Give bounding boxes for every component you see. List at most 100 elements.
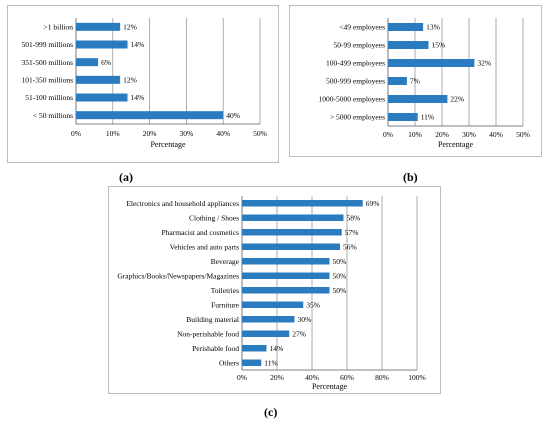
data-label-b: 15% xyxy=(432,41,446,50)
data-label-c: 50% xyxy=(333,257,347,266)
x-tick-label-c: 80% xyxy=(375,373,389,382)
chart-a: 0% 10% 20% 30% 40% 50% >1 billion 12% 501-999 mi… xyxy=(22,18,267,149)
category-label-b: 50-99 employees xyxy=(334,41,386,50)
bar-a xyxy=(76,111,224,120)
data-label-a: 12% xyxy=(123,22,137,31)
bar-a xyxy=(76,40,128,49)
x-axis-title-b: Percentage xyxy=(438,140,474,149)
x-tick-label-c: 20% xyxy=(270,373,284,382)
bar-c xyxy=(242,301,304,308)
category-label-b: > 5000 employees xyxy=(330,113,385,122)
data-label-b: 11% xyxy=(421,113,434,122)
category-label-c: Toiletries xyxy=(211,286,239,295)
bar-b xyxy=(388,95,448,103)
category-label-a: 51-100 millions xyxy=(25,93,73,102)
bar-c xyxy=(242,200,363,207)
category-label-c: Non-perishable food xyxy=(177,329,239,338)
bar-c xyxy=(242,359,262,366)
x-tick-label-a: 30% xyxy=(180,129,194,138)
data-label-c: 69% xyxy=(366,199,380,208)
category-label-a: < 50 millions xyxy=(33,111,73,120)
x-tick-label-a: 0% xyxy=(71,129,81,138)
category-label-b: <49 employees xyxy=(339,23,385,32)
x-tick-label-b: 40% xyxy=(489,130,503,139)
data-label-c: 35% xyxy=(306,300,320,309)
bar-c xyxy=(242,272,330,279)
data-label-b: 32% xyxy=(477,59,491,68)
x-tick-label-a: 50% xyxy=(253,129,267,138)
x-tick-label-b: 20% xyxy=(435,130,449,139)
data-label-a: 40% xyxy=(226,111,240,120)
x-tick-label-b: 30% xyxy=(462,130,476,139)
bar-c xyxy=(242,330,290,337)
data-label-c: 57% xyxy=(345,228,359,237)
category-label-c: Clothing / Shoes xyxy=(189,213,239,222)
bar-c xyxy=(242,214,344,221)
data-label-b: 22% xyxy=(450,95,464,104)
figure-label-a: (a) xyxy=(119,170,133,184)
bar-c xyxy=(242,345,267,352)
category-label-c: Pharmacist and cosmetics xyxy=(162,228,240,237)
data-label-b: 7% xyxy=(410,77,420,86)
x-tick-label-b: 10% xyxy=(408,130,422,139)
data-label-c: 14% xyxy=(270,344,284,353)
category-label-a: 501-999 millions xyxy=(22,40,74,49)
data-label-c: 50% xyxy=(333,286,347,295)
chart-panel-a: 0% 10% 20% 30% 40% 50% >1 billion 12% 501-999 mi… xyxy=(7,5,279,163)
x-tick-label-b: 50% xyxy=(516,130,530,139)
chart-c: 0% 20% 40% 60% 80% 100% Electronics and househ… xyxy=(117,196,426,391)
category-label-a: 101-350 millions xyxy=(22,75,74,84)
category-label-c: Others xyxy=(219,358,239,367)
bar-a xyxy=(76,75,121,84)
data-label-c: 58% xyxy=(347,213,361,222)
data-label-b: 13% xyxy=(426,23,440,32)
bar-a xyxy=(76,93,128,102)
data-label-a: 14% xyxy=(131,40,145,49)
data-label-a: 14% xyxy=(131,93,145,102)
category-label-b: 100-499 employees xyxy=(326,59,385,68)
x-tick-label-c: 60% xyxy=(340,373,354,382)
category-label-c: Beverage xyxy=(211,257,240,266)
data-label-c: 50% xyxy=(333,271,347,280)
figure-label-c: (c) xyxy=(264,405,278,419)
x-tick-label-a: 20% xyxy=(143,129,157,138)
category-label-b: 1000-5000 employees xyxy=(319,95,386,104)
x-axis-title-a: Percentage xyxy=(150,140,186,149)
data-label-c: 11% xyxy=(264,358,277,367)
bar-a xyxy=(76,22,121,31)
category-label-c: Graphics/Books/Newspapers/Magazines xyxy=(117,271,239,280)
x-tick-label-c: 0% xyxy=(237,373,247,382)
category-label-c: Vehicles and auto parts xyxy=(170,242,239,251)
category-label-c: Electronics and household appliances xyxy=(126,199,239,208)
category-label-c: Building material xyxy=(186,315,239,324)
bar-b xyxy=(388,41,429,49)
category-label-a: >1 billion xyxy=(44,22,74,31)
figure-label-b: (b) xyxy=(403,170,418,184)
data-label-a: 6% xyxy=(101,58,111,67)
x-tick-label-c: 40% xyxy=(305,373,319,382)
category-label-b: 500-999 employees xyxy=(326,77,385,86)
bar-c xyxy=(242,229,342,236)
bar-c xyxy=(242,258,330,265)
chart-panel-c: 0% 20% 40% 60% 80% 100% Electronics and househ… xyxy=(108,186,441,394)
data-label-a: 12% xyxy=(123,75,137,84)
chart-b: 0% 10% 20% 30% 40% 50% <49 employees 13% 50-99 e… xyxy=(319,18,530,149)
data-label-c: 27% xyxy=(292,329,306,338)
bar-b xyxy=(388,77,407,85)
category-label-c: Perishable food xyxy=(192,344,239,353)
chart-panel-b: 0% 10% 20% 30% 40% 50% <49 employees 13% 50-99 e… xyxy=(289,5,542,157)
bar-c xyxy=(242,287,330,294)
data-label-c: 56% xyxy=(343,242,357,251)
x-axis-title-c: Percentage xyxy=(312,382,348,391)
x-tick-label-b: 0% xyxy=(383,130,393,139)
category-label-a: 351-500 millions xyxy=(22,58,74,67)
bar-a xyxy=(76,58,99,67)
bar-b xyxy=(388,59,475,67)
bar-b xyxy=(388,113,418,121)
category-label-c: Furniture xyxy=(211,300,240,309)
x-tick-label-c: 100% xyxy=(408,373,426,382)
x-tick-label-a: 10% xyxy=(106,129,120,138)
bar-b xyxy=(388,23,424,31)
data-label-c: 30% xyxy=(298,315,312,324)
x-tick-label-a: 40% xyxy=(216,129,230,138)
